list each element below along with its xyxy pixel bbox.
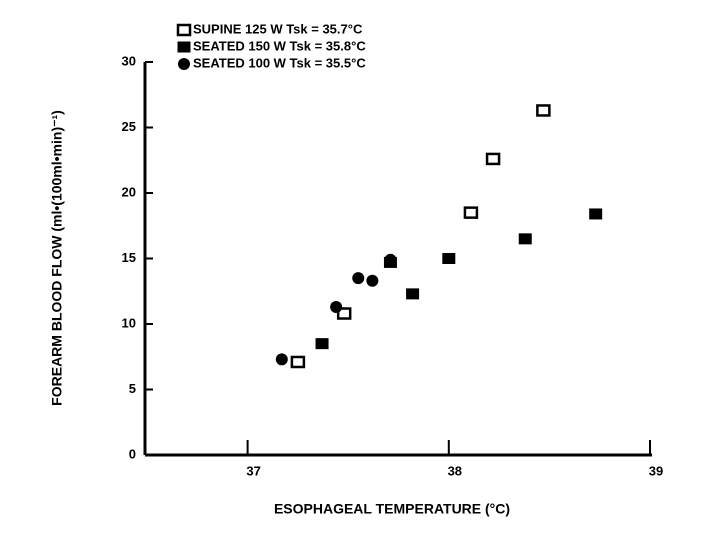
legend-marker: [178, 58, 190, 70]
legend-marker: [176, 23, 192, 37]
x-tick-label: 39: [649, 463, 663, 478]
legend-label: SEATED 150 W Tsk = 35.8°C: [193, 38, 366, 53]
point: [442, 253, 456, 264]
point: [336, 307, 352, 320]
y-tick-label: 30: [122, 53, 136, 68]
y-axis-label: FOREARM BLOOD FLOW (ml•(100ml•min)⁻¹): [49, 110, 65, 406]
y-tick-label: 0: [129, 446, 136, 461]
point: [290, 355, 306, 369]
point: [330, 300, 343, 313]
point: [518, 233, 532, 245]
y-tick-label: 5: [129, 381, 136, 396]
y-tick-label: 25: [122, 119, 136, 134]
point: [315, 338, 329, 350]
y-tick-label: 10: [122, 315, 136, 330]
point: [366, 274, 379, 287]
point: [589, 208, 603, 220]
y-tick-label: 15: [122, 250, 136, 265]
x-tick-label: 37: [246, 463, 260, 478]
y-tick-label: 20: [122, 184, 136, 199]
legend-marker: [177, 41, 191, 53]
point: [463, 206, 479, 219]
legend-label: SEATED 100 W Tsk = 35.5°C: [193, 55, 366, 70]
x-tick-label: 38: [448, 463, 462, 478]
point: [275, 353, 288, 366]
point: [406, 288, 420, 300]
legend-label: SUPINE 125 W Tsk = 35.7°C: [193, 21, 363, 36]
point: [384, 253, 397, 266]
point: [485, 152, 501, 166]
point: [536, 104, 551, 117]
point: [352, 272, 365, 285]
x-axis-label: ESOPHAGEAL TEMPERATURE (°C): [274, 501, 510, 517]
